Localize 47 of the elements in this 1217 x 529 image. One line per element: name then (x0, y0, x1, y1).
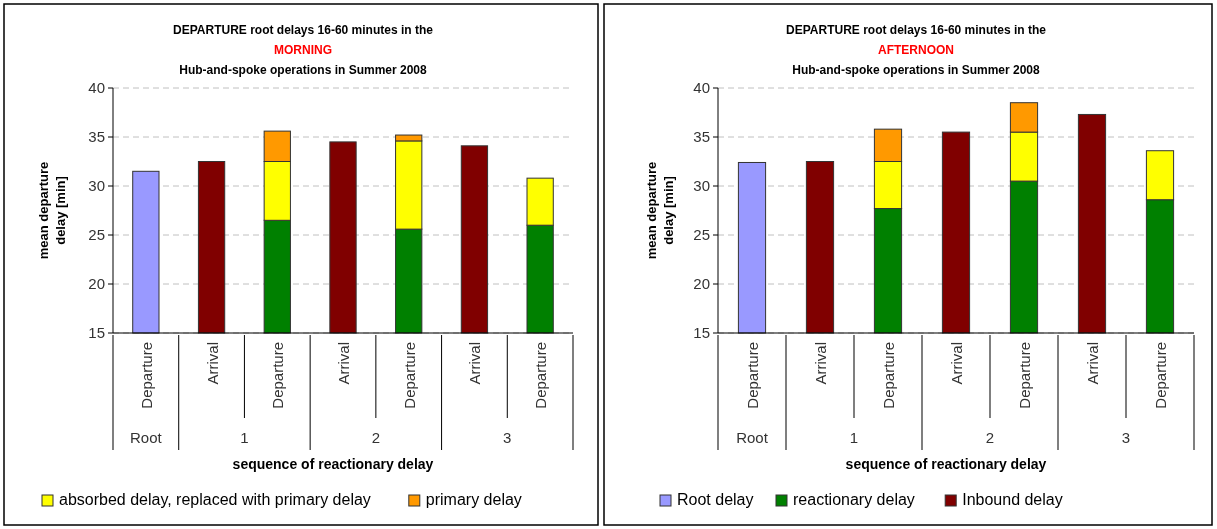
legend-label: Inbound delay (962, 491, 1063, 508)
x-tick-label: Departure (1152, 342, 1169, 409)
x-tick-label: Arrival (1084, 342, 1101, 385)
x-tick-label: Departure (880, 342, 897, 409)
y-tick-label: 20 (693, 275, 710, 292)
legend-label: primary delay (425, 491, 522, 508)
text: Root (130, 429, 163, 446)
x-axis-title: sequence of reactionary delay (232, 456, 434, 472)
chart-title: DEPARTURE root delays 16-60 minutes in the AFTERNOON (786, 23, 1047, 57)
x-tick-label: Arrival (466, 342, 484, 385)
text: Root (736, 429, 769, 446)
x-tick-label: Arrival (203, 342, 221, 385)
legend-label: reactionary delay (793, 491, 915, 508)
y-axis-title: mean departure delay [min] (36, 161, 68, 260)
text: 2 (985, 429, 995, 446)
legend-label: absorbed delay, replaced with primary delay (59, 491, 371, 508)
y-tick-label: 25 (88, 226, 105, 243)
y-tick-label: 40 (693, 79, 710, 96)
x-tick-label: Departure (137, 342, 155, 409)
x-tick-label: Departure (400, 342, 418, 409)
x-tick-label: Arrival (812, 342, 829, 385)
text: 1 (240, 429, 249, 446)
text: 2 (371, 429, 381, 446)
x-tick-label: Departure (1016, 342, 1033, 409)
x-tick-label: Arrival (335, 342, 352, 385)
text: 3 (1121, 429, 1131, 446)
x-tick-label: Departure (744, 342, 761, 409)
y-tick-label: 35 (693, 128, 710, 145)
y-tick-label: 20 (88, 275, 105, 292)
y-tick-label: 30 (88, 177, 105, 194)
y-tick-label: 35 (88, 128, 105, 145)
chart-subtitle: Hub-and-spoke operations in Summer 2008 (179, 63, 428, 77)
x-axis-title: sequence of reactionary delay (845, 456, 1047, 472)
legend-label: Root delay (677, 491, 754, 508)
x-tick-label: Departure (532, 342, 550, 409)
x-tick-label: Departure (269, 342, 287, 409)
y-axis-title: mean departure delay [min] (644, 161, 676, 260)
x-tick-label: Arrival (948, 342, 965, 385)
text: 1 (849, 429, 859, 446)
y-tick-label: 30 (693, 177, 710, 194)
text: 3 (503, 429, 512, 446)
y-tick-label: 40 (88, 79, 105, 96)
chart-subtitle: Hub-and-spoke operations in Summer 2008 (792, 63, 1041, 77)
y-tick-label: 25 (693, 226, 710, 243)
y-tick-label: 15 (693, 324, 710, 341)
chart-title: DEPARTURE root delays 16-60 minutes in the MORNING (173, 23, 434, 57)
y-tick-label: 15 (88, 324, 105, 341)
